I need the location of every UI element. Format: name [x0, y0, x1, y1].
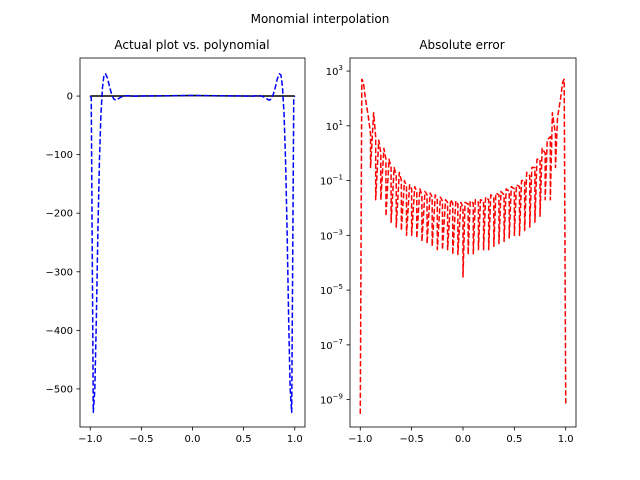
left-y-tick-label: −200 — [46, 209, 73, 220]
right-x-tick-label: 0.0 — [455, 434, 471, 445]
left-axes-title: Actual plot vs. polynomial — [114, 38, 269, 52]
right-y-tick-label: 10−7 — [320, 338, 343, 352]
right-axes: Absolute error −1.0 −0.5 0.0 0.5 1.0 103 101 10… — [320, 38, 577, 445]
left-x-tick-label: 0.5 — [236, 434, 252, 445]
right-x-tick-label: −1.0 — [348, 434, 372, 445]
left-y-tick-label: −300 — [46, 267, 73, 278]
left-x-tick-label: −0.5 — [129, 434, 153, 445]
left-axes: Actual plot vs. polynomial −1.0 −0.5 0.0 0.… — [46, 38, 306, 445]
left-series-line-2 — [89, 73, 296, 414]
right-series-group — [359, 78, 567, 414]
figure-suptitle: Monomial interpolation — [251, 12, 390, 26]
right-y-tick-label: 10−9 — [320, 393, 343, 407]
right-x-tick-label: −0.5 — [399, 434, 423, 445]
right-y-tick-label: 103 — [326, 64, 343, 78]
left-y-tick-label: −400 — [46, 326, 73, 337]
right-plot-area: −1.0 −0.5 0.0 0.5 1.0 103 101 10−1 10−3 10−5 10−7 1… — [320, 57, 577, 445]
right-y-tick-label: 10−3 — [320, 228, 343, 242]
left-x-tick-label: 0.0 — [185, 434, 201, 445]
left-x-tick-label: −1.0 — [78, 434, 102, 445]
right-y-tick-label: 10−5 — [320, 283, 343, 297]
right-x-tick-label: 1.0 — [558, 434, 574, 445]
left-x-tick-label: 1.0 — [287, 434, 303, 445]
left-plot-area: −1.0 −0.5 0.0 0.5 1.0 0 −100 −200 −300 −400 −500 — [46, 57, 306, 445]
left-y-tick-label: 0 — [67, 92, 73, 103]
right-axes-title: Absolute error — [419, 38, 504, 52]
left-series-group — [89, 73, 296, 414]
right-y-tick-label: 10−1 — [320, 174, 343, 188]
left-y-tick-label: −500 — [46, 384, 73, 395]
left-y-tick-label: −100 — [46, 150, 73, 161]
right-series-line-1 — [359, 78, 567, 414]
right-x-tick-label: 0.5 — [506, 434, 522, 445]
right-y-tick-label: 101 — [326, 119, 343, 133]
